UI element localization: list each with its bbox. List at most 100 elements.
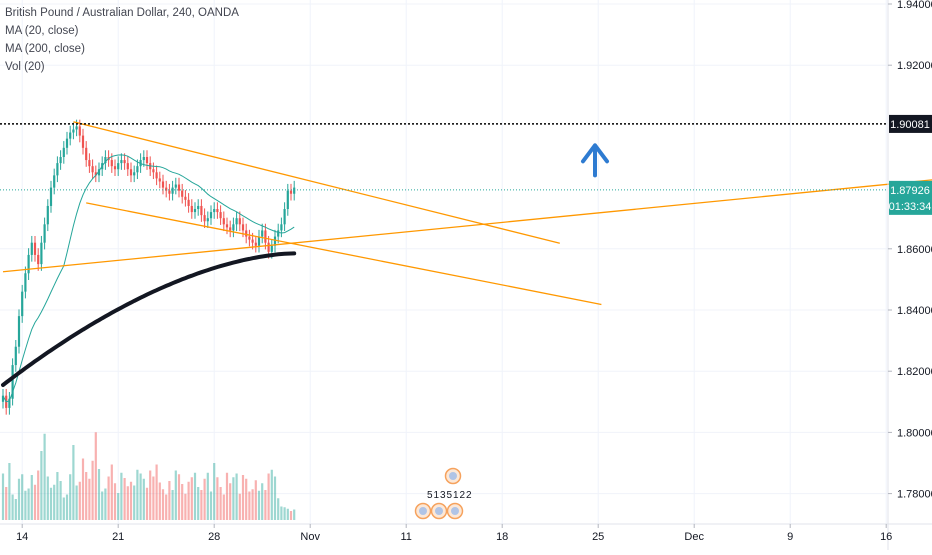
indicator-volume-label[interactable]: Vol (20) (5, 61, 45, 73)
candle-body[interactable] (78, 126, 81, 136)
candle-body[interactable] (181, 190, 184, 197)
candle-body[interactable] (254, 242, 257, 246)
candle-body[interactable] (97, 169, 101, 176)
candle-body[interactable] (216, 209, 219, 213)
candle-body[interactable] (187, 199, 190, 206)
candle-body[interactable] (56, 163, 59, 176)
candle-body[interactable] (27, 254, 30, 274)
candle-body[interactable] (283, 209, 286, 225)
trend-line[interactable] (73, 121, 560, 244)
candle-body[interactable] (264, 230, 267, 243)
candle-body[interactable] (72, 129, 75, 133)
candle-body[interactable] (85, 147, 88, 161)
candle-body[interactable] (24, 273, 27, 292)
candle-body[interactable] (161, 181, 165, 188)
indicator-ma200-label[interactable]: MA (200, close) (5, 43, 85, 55)
candle-body[interactable] (94, 172, 97, 176)
candle-body[interactable] (65, 138, 69, 148)
candle-body[interactable] (158, 178, 161, 182)
candle-body[interactable] (129, 169, 133, 176)
candle-body[interactable] (193, 209, 197, 213)
indicator-ma20-label[interactable]: MA (20, close) (5, 25, 79, 37)
candle-body[interactable] (11, 365, 14, 399)
candle-body[interactable] (123, 160, 126, 164)
candle-body[interactable] (286, 190, 289, 210)
candle-body[interactable] (206, 218, 209, 222)
candle-body[interactable] (261, 230, 264, 237)
candle-body[interactable] (152, 169, 155, 173)
candle-body[interactable] (133, 172, 136, 176)
candle-body[interactable] (113, 166, 117, 170)
candle-body[interactable] (177, 184, 181, 191)
chart-legend: British Pound / Australian Dollar, 240, … (5, 4, 239, 76)
candle-body[interactable] (200, 205, 203, 216)
candle-body[interactable] (145, 157, 149, 164)
candle-body[interactable] (241, 224, 245, 231)
candle-body[interactable] (270, 245, 273, 252)
candle-body[interactable] (17, 316, 21, 347)
candle-body[interactable] (219, 212, 222, 219)
candle-body[interactable] (225, 224, 229, 228)
time-tick-label: 21 (112, 531, 124, 543)
candle-body[interactable] (21, 291, 24, 317)
trend-line[interactable] (86, 202, 602, 306)
candle-body[interactable] (110, 160, 113, 167)
candle-body[interactable] (289, 190, 293, 194)
candle-body[interactable] (120, 160, 123, 164)
candle-body[interactable] (62, 147, 65, 157)
candle-body[interactable] (126, 163, 129, 170)
candle-body[interactable] (49, 187, 53, 206)
candle-body[interactable] (171, 187, 174, 194)
candle-body[interactable] (251, 239, 254, 243)
candle-body[interactable] (168, 190, 171, 194)
candle-body[interactable] (75, 126, 78, 130)
candle-body[interactable] (248, 236, 251, 240)
candle-body[interactable] (142, 157, 145, 161)
candle-body[interactable] (213, 209, 216, 213)
candle-body[interactable] (184, 196, 187, 200)
candle-body[interactable] (40, 242, 43, 265)
candle-body[interactable] (238, 218, 241, 225)
candle-body[interactable] (104, 157, 107, 164)
candle-body[interactable] (222, 218, 225, 225)
candle-body[interactable] (1, 395, 5, 402)
candle-body[interactable] (37, 254, 40, 265)
candle-body[interactable] (46, 205, 49, 225)
candle-body[interactable] (59, 157, 62, 164)
candle-body[interactable] (203, 215, 206, 222)
volume-bar (225, 472, 229, 520)
trend-line[interactable] (2, 178, 932, 273)
candle-body[interactable] (33, 242, 37, 255)
candle-body[interactable] (267, 242, 270, 252)
candle-body[interactable] (136, 166, 139, 173)
candle-body[interactable] (81, 135, 85, 148)
candle-body[interactable] (69, 132, 72, 139)
candle-body[interactable] (273, 236, 277, 246)
candle-body[interactable] (88, 160, 91, 167)
candle-body[interactable] (229, 227, 232, 231)
candle-body[interactable] (209, 212, 213, 219)
candle-body[interactable] (8, 398, 11, 408)
candle-body[interactable] (53, 175, 56, 188)
candle-body[interactable] (155, 172, 158, 179)
candle-body[interactable] (91, 166, 94, 173)
candle-body[interactable] (190, 205, 193, 213)
candle-body[interactable] (277, 230, 280, 237)
candle-body[interactable] (174, 184, 177, 188)
candle-body[interactable] (30, 242, 33, 255)
volume-bar (209, 491, 213, 520)
candle-body[interactable] (257, 236, 261, 246)
candle-body[interactable] (14, 346, 17, 366)
candle-body[interactable] (165, 187, 168, 191)
candle-body[interactable] (43, 224, 46, 243)
candle-body[interactable] (117, 163, 120, 170)
candle-body[interactable] (293, 187, 296, 194)
candle-body[interactable] (232, 224, 235, 231)
candle-body[interactable] (245, 230, 248, 237)
up-arrow-icon[interactable] (581, 143, 609, 178)
candle-body[interactable] (197, 205, 200, 210)
candle-body[interactable] (280, 224, 283, 231)
candle-body[interactable] (235, 218, 238, 225)
